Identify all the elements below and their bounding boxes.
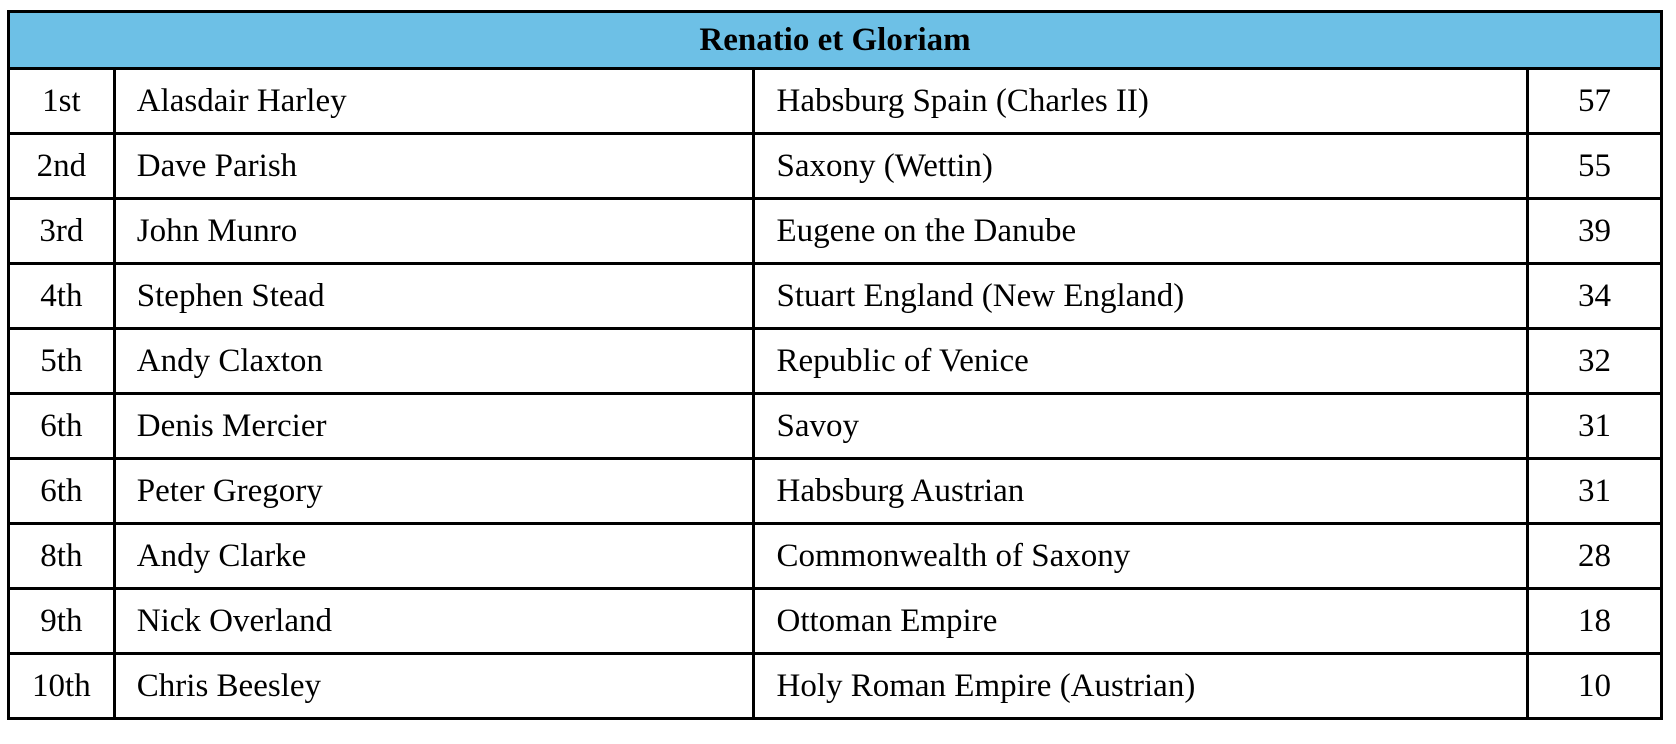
table-row: 3rd John Munro Eugene on the Danube 39 xyxy=(7,197,1663,265)
faction-cell: Stuart England (New England) xyxy=(752,262,1530,330)
table-row: 4th Stephen Stead Stuart England (New Engl… xyxy=(7,262,1663,330)
faction-cell: Holy Roman Empire (Austrian) xyxy=(752,652,1530,720)
score-cell: 39 xyxy=(1526,197,1663,265)
rank-cell: 9th xyxy=(7,587,116,655)
table-row: 2nd Dave Parish Saxony (Wettin) 55 xyxy=(7,132,1663,200)
rank-cell: 3rd xyxy=(7,197,116,265)
rank-cell: 1st xyxy=(7,67,116,135)
faction-cell: Habsburg Spain (Charles II) xyxy=(752,67,1530,135)
faction-cell: Commonwealth of Saxony xyxy=(752,522,1530,590)
standings-table: Renatio et Gloriam 1st Alasdair Harley Hab… xyxy=(7,10,1663,720)
rank-cell: 4th xyxy=(7,262,116,330)
faction-cell: Republic of Venice xyxy=(752,327,1530,395)
score-cell: 34 xyxy=(1526,262,1663,330)
score-cell: 55 xyxy=(1526,132,1663,200)
rank-cell: 6th xyxy=(7,457,116,525)
table-row: 6th Denis Mercier Savoy 31 xyxy=(7,392,1663,460)
player-cell: Nick Overland xyxy=(112,587,756,655)
title-row: Renatio et Gloriam xyxy=(7,10,1663,70)
player-cell: Andy Claxton xyxy=(112,327,756,395)
score-cell: 10 xyxy=(1526,652,1663,720)
score-cell: 28 xyxy=(1526,522,1663,590)
score-cell: 57 xyxy=(1526,67,1663,135)
table-body: 1st Alasdair Harley Habsburg Spain (Charle… xyxy=(7,67,1663,720)
player-cell: Stephen Stead xyxy=(112,262,756,330)
rank-cell: 6th xyxy=(7,392,116,460)
faction-cell: Habsburg Austrian xyxy=(752,457,1530,525)
score-cell: 18 xyxy=(1526,587,1663,655)
table-row: 5th Andy Claxton Republic of Venice 32 xyxy=(7,327,1663,395)
table-row: 10th Chris Beesley Holy Roman Empire (Aust… xyxy=(7,652,1663,720)
player-cell: Peter Gregory xyxy=(112,457,756,525)
faction-cell: Savoy xyxy=(752,392,1530,460)
table-row: 9th Nick Overland Ottoman Empire 18 xyxy=(7,587,1663,655)
table-title: Renatio et Gloriam xyxy=(7,10,1663,70)
player-cell: Chris Beesley xyxy=(112,652,756,720)
rank-cell: 8th xyxy=(7,522,116,590)
player-cell: Alasdair Harley xyxy=(112,67,756,135)
table-row: 1st Alasdair Harley Habsburg Spain (Charle… xyxy=(7,67,1663,135)
score-cell: 31 xyxy=(1526,457,1663,525)
rank-cell: 5th xyxy=(7,327,116,395)
score-cell: 32 xyxy=(1526,327,1663,395)
table-row: 6th Peter Gregory Habsburg Austrian 31 xyxy=(7,457,1663,525)
score-cell: 31 xyxy=(1526,392,1663,460)
player-cell: Denis Mercier xyxy=(112,392,756,460)
table-row: 8th Andy Clarke Commonwealth of Saxony 28 xyxy=(7,522,1663,590)
rank-cell: 2nd xyxy=(7,132,116,200)
faction-cell: Saxony (Wettin) xyxy=(752,132,1530,200)
rank-cell: 10th xyxy=(7,652,116,720)
faction-cell: Eugene on the Danube xyxy=(752,197,1530,265)
faction-cell: Ottoman Empire xyxy=(752,587,1530,655)
player-cell: Dave Parish xyxy=(112,132,756,200)
player-cell: John Munro xyxy=(112,197,756,265)
player-cell: Andy Clarke xyxy=(112,522,756,590)
